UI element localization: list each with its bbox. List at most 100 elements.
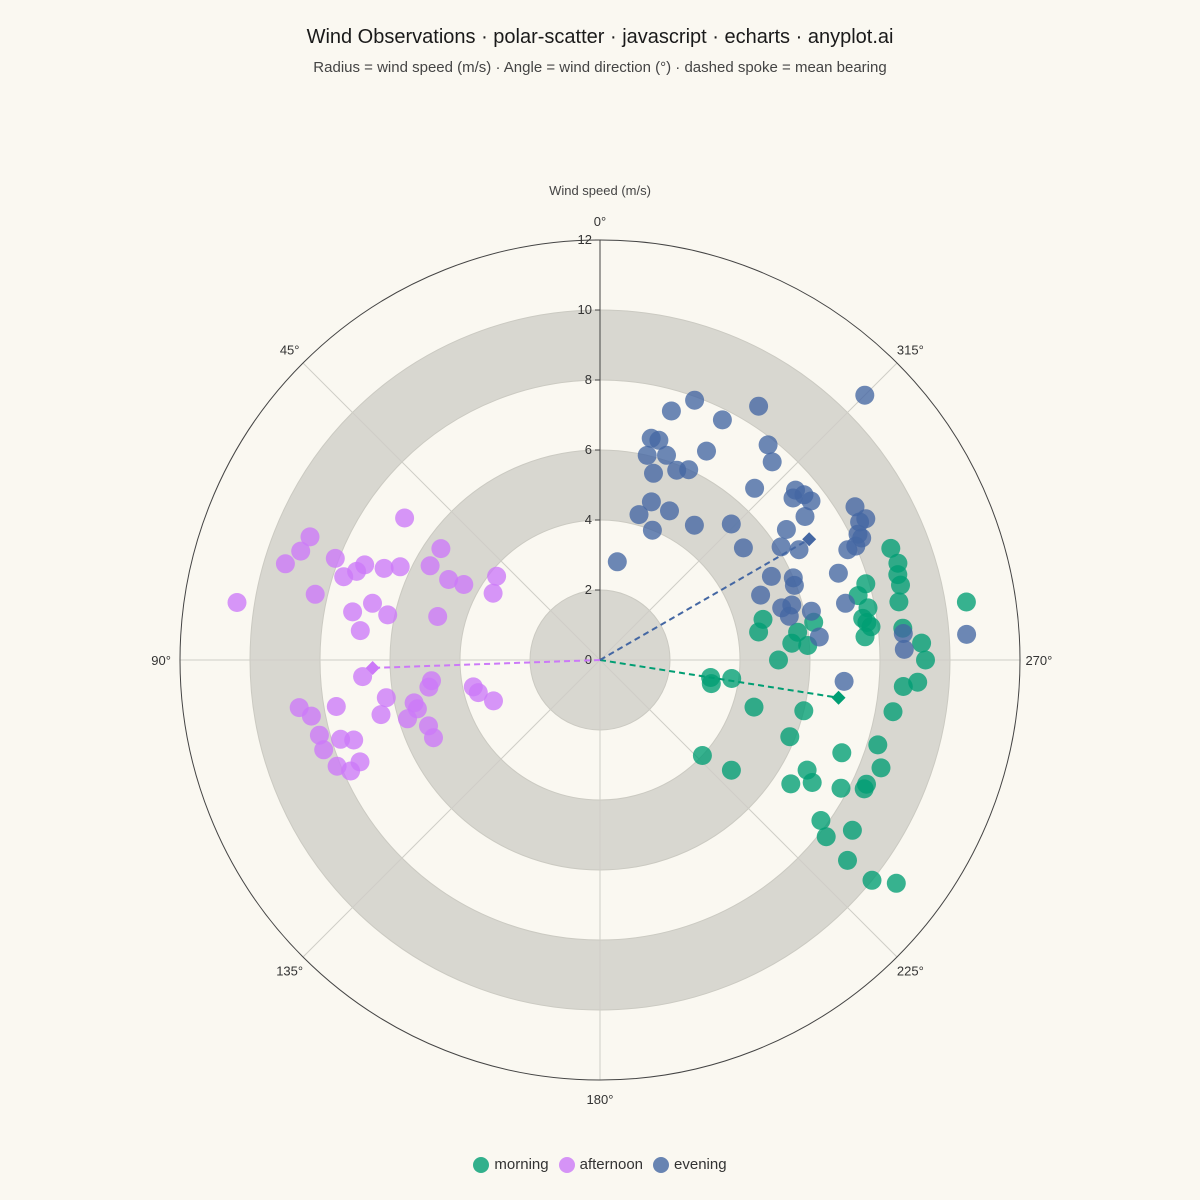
data-point (776, 520, 796, 539)
data-point (483, 583, 503, 603)
angle-tick-label: 0° (594, 214, 606, 229)
data-point (889, 592, 909, 612)
data-point (484, 691, 503, 711)
data-point (801, 601, 821, 621)
mean-bearing-line (372, 659, 601, 669)
data-point (629, 505, 649, 525)
data-point (641, 428, 661, 448)
data-point (371, 705, 391, 725)
data-point (463, 677, 483, 697)
data-point (745, 478, 765, 498)
chart-subtitle: Radius = wind speed (m/s) · Angle = wind… (313, 59, 887, 76)
data-point (832, 743, 852, 763)
data-point (390, 557, 410, 577)
data-point (378, 605, 398, 625)
data-point (762, 452, 782, 472)
mean-bearing-marker (802, 532, 817, 547)
data-points (227, 385, 977, 893)
data-point (916, 650, 935, 670)
angle-grid-spoke (599, 659, 898, 958)
data-point (831, 778, 851, 798)
data-point (862, 870, 882, 890)
data-point (881, 538, 901, 558)
data-point (761, 566, 781, 586)
data-point (957, 624, 977, 644)
data-point (809, 627, 829, 647)
data-point (331, 729, 351, 749)
data-point (834, 671, 854, 691)
legend-item-afternoon[interactable]: afternoon (558, 1156, 643, 1173)
data-point (912, 633, 932, 653)
data-point (325, 548, 345, 568)
data-point (291, 541, 311, 561)
data-point (439, 570, 459, 589)
data-point (692, 746, 712, 765)
data-point (374, 558, 394, 578)
data-point (376, 688, 396, 708)
data-point (749, 396, 769, 416)
data-point (697, 441, 716, 461)
mean-bearing-line (599, 538, 810, 661)
series-evening (607, 385, 977, 691)
mean-bearing-spokes (365, 532, 846, 705)
data-point (347, 561, 367, 581)
data-point (722, 669, 742, 688)
series-afternoon (227, 508, 507, 781)
data-point (758, 435, 778, 455)
data-point (309, 725, 329, 745)
data-point (712, 410, 732, 430)
data-point (794, 701, 814, 721)
chart-title: Wind Observations · polar-scatter · java… (306, 26, 894, 48)
data-point (684, 515, 704, 535)
data-point (811, 811, 831, 830)
data-point (751, 585, 771, 605)
mean-bearing-line (599, 659, 839, 699)
angle-tick-label: 270° (1025, 653, 1052, 668)
legend-swatch (473, 1156, 490, 1173)
angle-tick-label: 45° (280, 343, 300, 358)
data-point (836, 593, 855, 613)
axes: 0246810120°45°90°135°180°225°270°315° (151, 214, 1052, 1107)
data-point (275, 554, 295, 574)
legend-item-evening[interactable]: evening (653, 1156, 727, 1173)
radius-tick-label: 2 (585, 582, 592, 597)
radius-axis-name: Wind speed (m/s) (549, 183, 651, 198)
data-point (424, 728, 443, 748)
data-point (395, 508, 415, 528)
data-point (956, 592, 976, 612)
mean-bearing-marker (831, 690, 846, 705)
data-point (637, 445, 657, 465)
legend-label: morning (494, 1156, 549, 1173)
angle-grid-spoke (599, 362, 898, 661)
radius-tick-label: 10 (578, 302, 592, 317)
data-point (660, 501, 679, 521)
data-point (657, 445, 676, 465)
data-point (868, 735, 888, 755)
data-point (883, 702, 903, 722)
radius-tick-label: 8 (585, 372, 592, 387)
legend-swatch (653, 1156, 670, 1173)
data-point (685, 390, 705, 410)
data-point (893, 624, 913, 643)
data-point (350, 752, 370, 772)
data-point (607, 552, 627, 572)
data-point (816, 827, 836, 847)
data-point (780, 727, 800, 747)
angle-grid-spoke (302, 659, 601, 958)
angle-tick-label: 180° (587, 1092, 614, 1107)
legend: morning afternoon evening (0, 1156, 1200, 1173)
data-point (848, 524, 868, 544)
data-point (363, 593, 382, 613)
data-point (227, 593, 247, 612)
data-point (679, 460, 699, 480)
data-point (305, 584, 325, 604)
data-point (782, 633, 802, 653)
data-point (353, 667, 373, 687)
data-point (398, 709, 417, 729)
data-point (733, 538, 753, 558)
radius-tick-label: 6 (585, 442, 592, 457)
data-point (431, 539, 451, 559)
data-point (721, 760, 741, 780)
legend-item-morning[interactable]: morning (473, 1156, 549, 1173)
